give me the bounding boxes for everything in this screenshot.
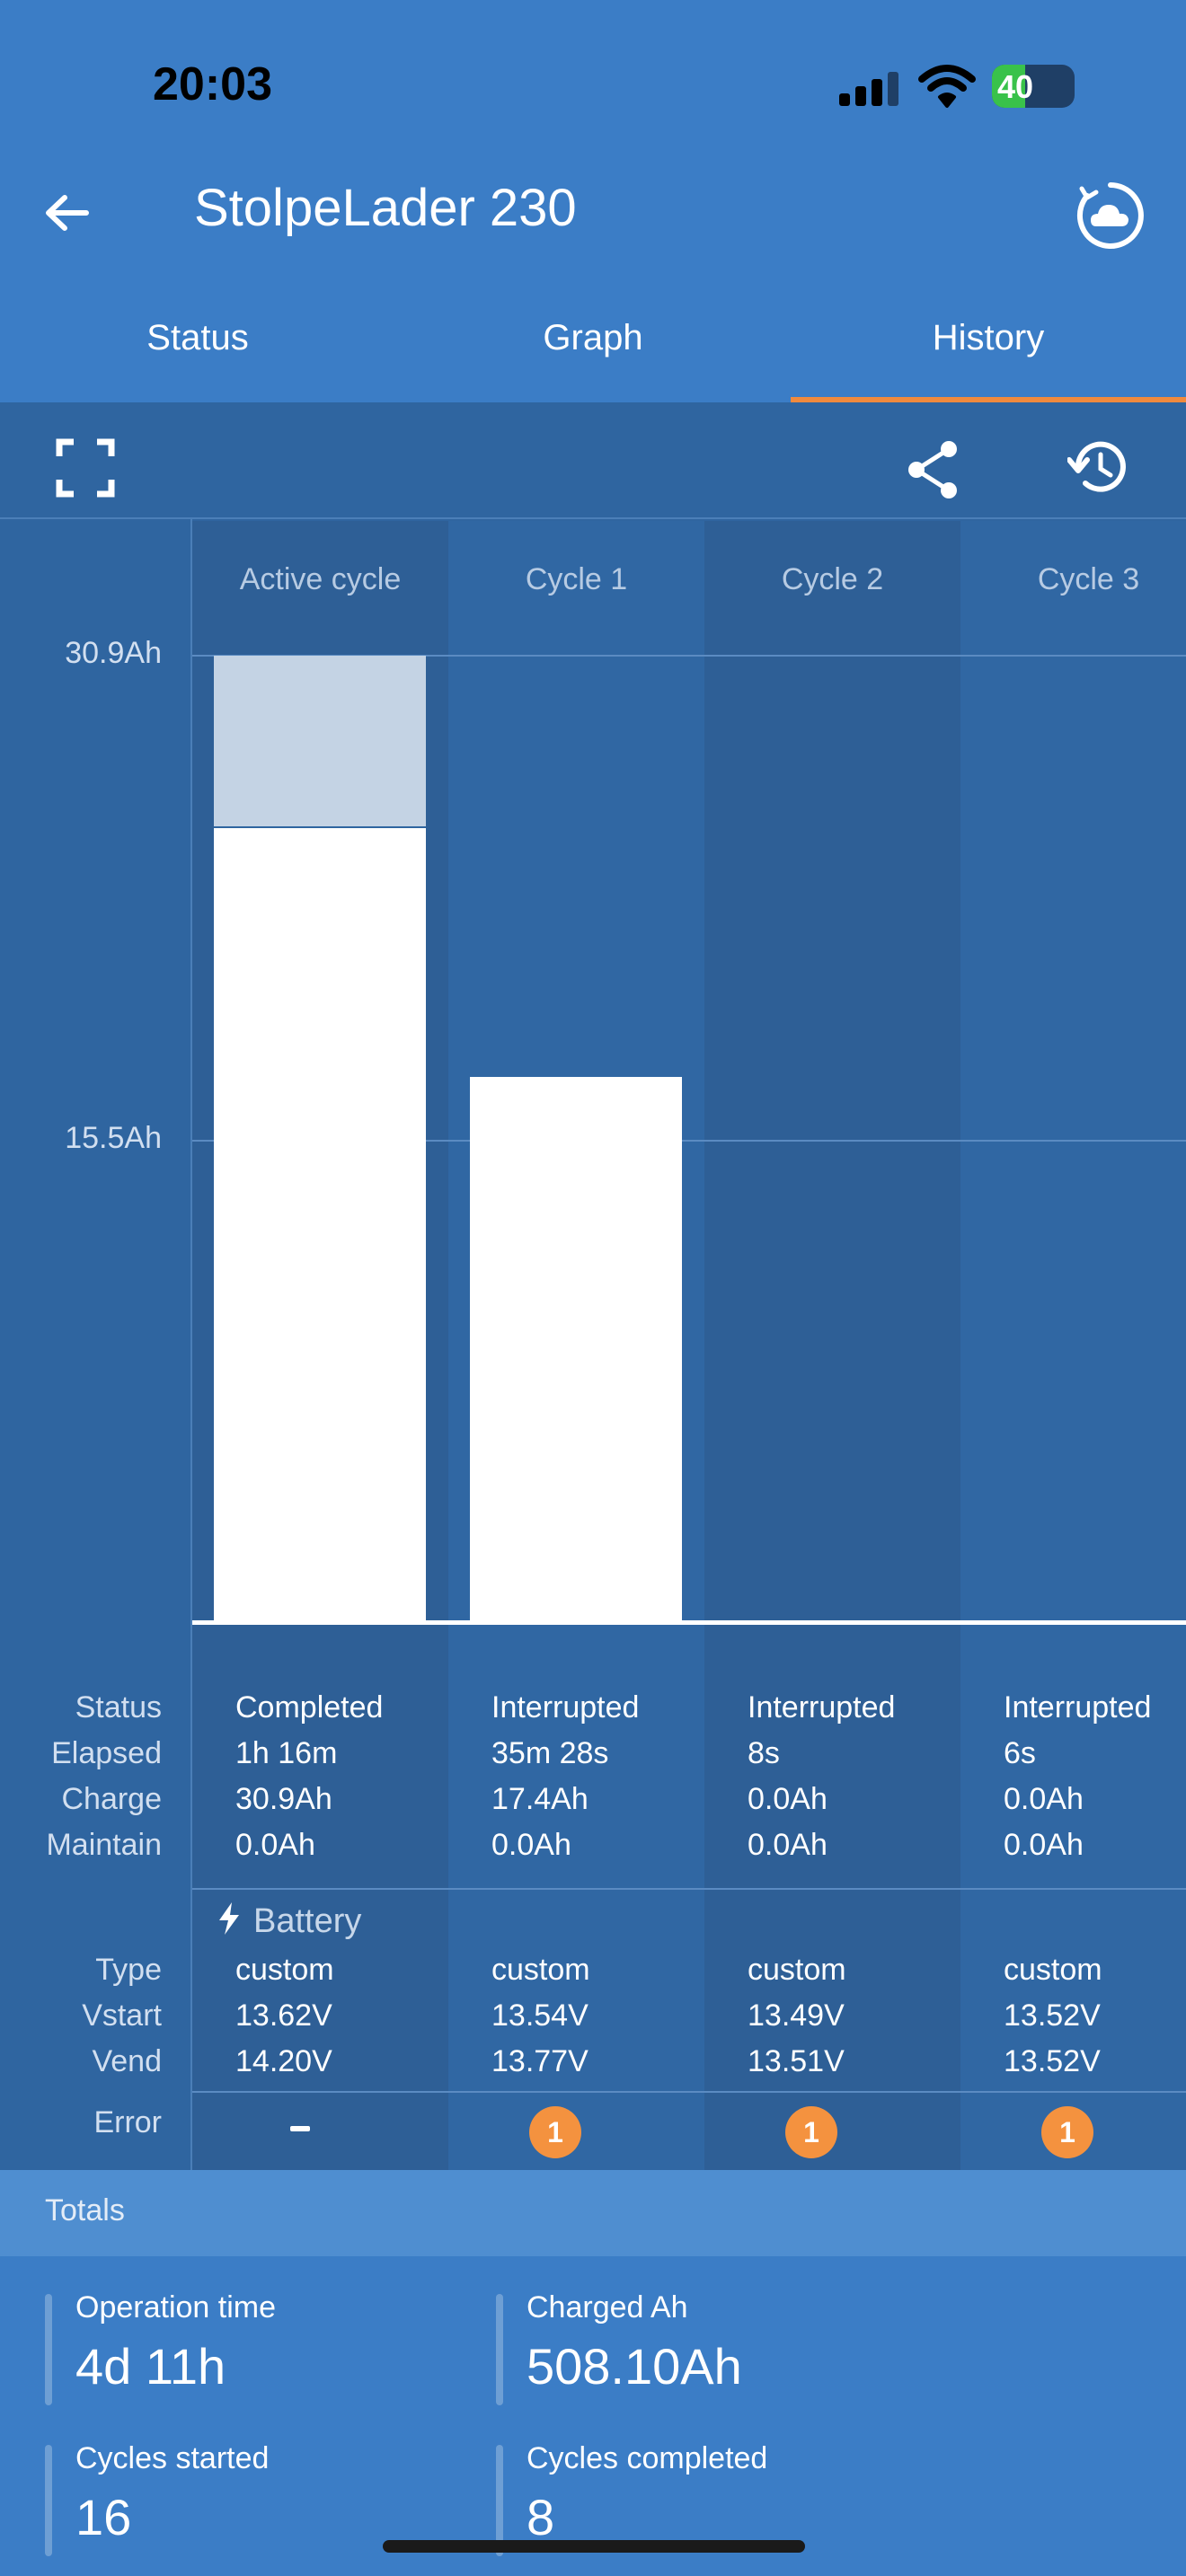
totals-header: Totals [0, 2170, 1186, 2256]
cell-vstart: 13.52V [1004, 1998, 1101, 2033]
cell-charge: 17.4Ah [491, 1782, 589, 1816]
row-label-error: Error [93, 2105, 162, 2139]
row-label-status: Status [75, 1690, 162, 1725]
bolt-icon [219, 1902, 239, 1935]
cell-maintain: 0.0Ah [235, 1828, 315, 1862]
stat-value: 508.10Ah [527, 2338, 742, 2395]
battery-level: 40 [997, 68, 1034, 105]
tab-status[interactable]: Status [146, 318, 249, 357]
home-indicator[interactable] [383, 2540, 805, 2553]
cell-elapsed: 8s [748, 1736, 780, 1770]
column-header[interactable]: Cycle 1 [525, 562, 628, 596]
cell-status: Interrupted [1004, 1690, 1152, 1725]
cell-status: Completed [235, 1690, 384, 1725]
cell-elapsed: 6s [1004, 1736, 1036, 1770]
tab-graph[interactable]: Graph [543, 318, 643, 357]
error-none-dash [290, 2126, 310, 2131]
cell-elapsed: 35m 28s [491, 1736, 609, 1770]
history-panel: Active cycle Cycle 1 Cycle 2 Cycle 3 30.… [0, 402, 1186, 2170]
error-badge[interactable]: 1 [529, 2106, 581, 2158]
bar-segment-divider [214, 826, 426, 829]
fullscreen-icon[interactable] [54, 437, 117, 499]
cell-elapsed: 1h 16m [235, 1736, 338, 1770]
stat-value: 16 [75, 2489, 132, 2545]
cell-type: custom [235, 1953, 334, 1987]
stat-label: Cycles started [75, 2441, 270, 2475]
battery-indicator: 40 [992, 65, 1075, 108]
cell-maintain: 0.0Ah [748, 1828, 828, 1862]
row-label-vstart: Vstart [82, 1998, 162, 2033]
device-title: StolpeLader 230 [194, 179, 577, 237]
bar-charge[interactable] [214, 827, 426, 1620]
cell-charge: 0.0Ah [748, 1782, 828, 1816]
status-time: 20:03 [153, 58, 272, 110]
row-label-type: Type [95, 1953, 162, 1987]
bar-charge-remaining[interactable] [214, 656, 426, 828]
history-icon[interactable] [1067, 437, 1130, 499]
cell-vend: 14.20V [235, 2044, 332, 2078]
cell-vend: 13.52V [1004, 2044, 1101, 2078]
tab-bar: Status Graph History [0, 287, 1186, 402]
y-tick-label: 15.5Ah [65, 1121, 162, 1155]
column-header[interactable]: Cycle 2 [781, 562, 884, 596]
cell-status: Interrupted [491, 1690, 640, 1725]
wifi-icon [918, 65, 976, 108]
gridline [192, 655, 1186, 657]
error-badge[interactable]: 1 [785, 2106, 837, 2158]
back-arrow-icon[interactable] [36, 181, 99, 244]
stat-value: 8 [527, 2489, 555, 2545]
row-label-column [0, 519, 192, 2170]
cell-status: Interrupted [748, 1690, 896, 1725]
row-label-vend: Vend [92, 2044, 162, 2078]
cloud-sync-icon[interactable] [1075, 180, 1146, 251]
cell-vstart: 13.62V [235, 1998, 332, 2033]
cellular-signal-icon [839, 70, 900, 106]
stat-value: 4d 11h [75, 2338, 226, 2395]
chart-baseline [192, 1620, 1186, 1625]
cell-maintain: 0.0Ah [491, 1828, 571, 1862]
gridline [192, 1140, 1186, 1142]
cell-vstart: 13.54V [491, 1998, 589, 2033]
row-label-elapsed: Elapsed [51, 1736, 162, 1770]
error-badge[interactable]: 1 [1041, 2106, 1093, 2158]
stat-label: Charged Ah [527, 2290, 688, 2325]
row-label-charge: Charge [61, 1782, 162, 1816]
stat-label: Cycles completed [527, 2441, 768, 2475]
history-toolbar [0, 402, 1186, 519]
share-icon[interactable] [902, 438, 965, 501]
divider [192, 1888, 1186, 1890]
divider [192, 2091, 1186, 2093]
status-bar: 20:03 40 [0, 0, 1186, 171]
totals-heading: Totals [45, 2193, 125, 2228]
column-header[interactable]: Cycle 3 [1037, 562, 1140, 596]
cell-vend: 13.51V [748, 2044, 845, 2078]
cell-maintain: 0.0Ah [1004, 1828, 1084, 1862]
column-bg [960, 521, 1186, 2170]
cell-vstart: 13.49V [748, 1998, 845, 2033]
stat-label: Operation time [75, 2290, 276, 2325]
battery-section-label: Battery [253, 1902, 362, 1940]
cell-type: custom [748, 1953, 846, 1987]
cell-vend: 13.77V [491, 2044, 589, 2078]
cell-type: custom [1004, 1953, 1102, 1987]
bar-charge[interactable] [470, 1077, 682, 1620]
cell-charge: 0.0Ah [1004, 1782, 1084, 1816]
app-bar: StolpeLader 230 [0, 171, 1186, 287]
tab-history[interactable]: History [791, 287, 1186, 402]
column-bg [704, 521, 960, 2170]
row-label-maintain: Maintain [46, 1828, 162, 1862]
cell-charge: 30.9Ah [235, 1782, 332, 1816]
cell-type: custom [491, 1953, 590, 1987]
column-header[interactable]: Active cycle [239, 562, 402, 596]
y-tick-label: 30.9Ah [65, 636, 162, 670]
totals-panel: Operation time 4d 11h Charged Ah 508.10A… [0, 2256, 1186, 2576]
